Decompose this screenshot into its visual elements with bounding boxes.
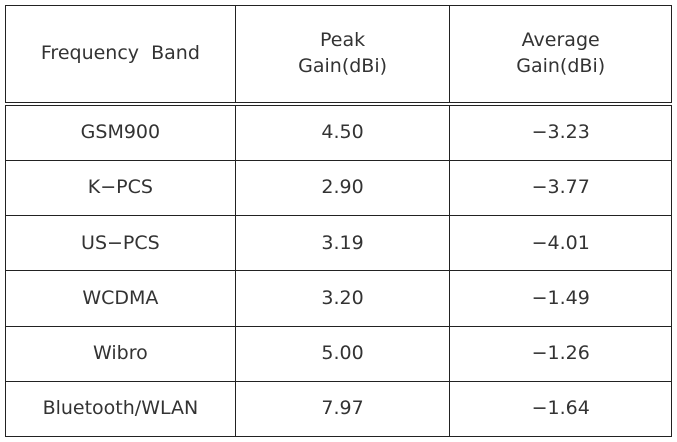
table-cell: 7.97 xyxy=(234,380,451,438)
table-cell: US−PCS xyxy=(5,215,236,272)
header-row: Frequency Band Peak Gain(dBi) Average Gain(d… xyxy=(5,5,672,106)
table-cell: 3.20 xyxy=(234,270,451,327)
table-cell: 4.50 xyxy=(234,103,451,162)
header-text: Gain(dBi) xyxy=(298,55,388,77)
table-cell: 5.00 xyxy=(234,325,451,382)
table-cell: −1.26 xyxy=(449,325,672,382)
table-cell: Wibro xyxy=(5,325,236,382)
header-text: Average xyxy=(521,29,600,52)
header-text: Peak xyxy=(320,29,366,52)
gain-table: Frequency Band Peak Gain(dBi) Average Gain(d… xyxy=(5,5,672,438)
header-cell: Peak Gain(dBi) xyxy=(234,5,451,106)
header-text: Frequency Band xyxy=(40,42,200,65)
table-cell: −1.64 xyxy=(449,380,672,438)
table-row: Bluetooth/WLAN 7.97 −1.64 xyxy=(5,380,672,438)
table-cell: −3.23 xyxy=(449,103,672,162)
table-row: US−PCS 3.19 −4.01 xyxy=(5,215,672,272)
header-cell: Frequency Band xyxy=(5,5,236,106)
table-cell: 3.19 xyxy=(234,215,451,272)
table-row: WCDMA 3.20 −1.49 xyxy=(5,270,672,327)
header-cell: Average Gain(dBi) xyxy=(449,5,672,106)
table-cell: WCDMA xyxy=(5,270,236,327)
table-row: GSM900 4.50 −3.23 xyxy=(5,103,672,162)
table-row: K−PCS 2.90 −3.77 xyxy=(5,160,672,217)
table-cell: −4.01 xyxy=(449,215,672,272)
table-row: Wibro 5.00 −1.26 xyxy=(5,325,672,382)
table-cell: GSM900 xyxy=(5,103,236,162)
table-cell: −3.77 xyxy=(449,160,672,217)
table-cell: 2.90 xyxy=(234,160,451,217)
table-body: GSM900 4.50 −3.23 K−PCS 2.90 −3.77 US−PCS 3.19−… xyxy=(5,103,672,438)
header-text: Gain(dBi) xyxy=(516,55,606,77)
table-cell: Bluetooth/WLAN xyxy=(5,380,236,438)
table-cell: K−PCS xyxy=(5,160,236,217)
table-cell: −1.49 xyxy=(449,270,672,327)
